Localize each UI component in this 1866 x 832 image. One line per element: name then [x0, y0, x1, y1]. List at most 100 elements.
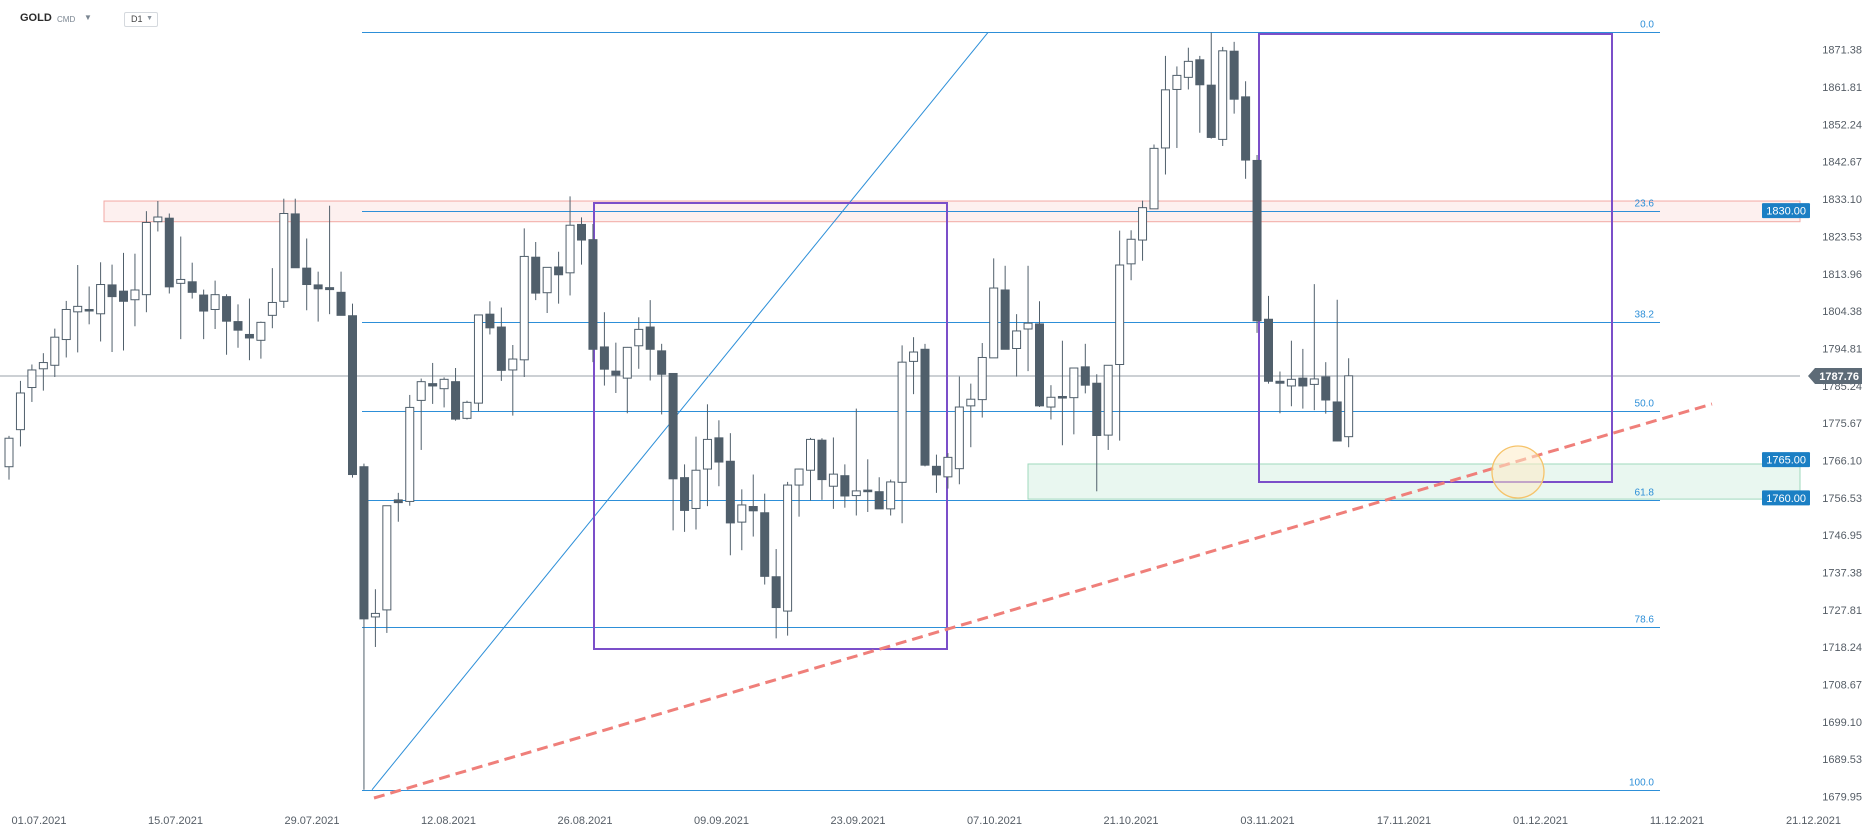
y-tick-label: 1766.10 [1822, 455, 1862, 467]
candle-body [119, 290, 128, 302]
instrument-type-dropdown-icon[interactable]: ▼ [84, 13, 92, 22]
candle-body [302, 267, 312, 286]
candle-body [1138, 207, 1148, 241]
candle-body [473, 314, 483, 404]
candle-body [989, 287, 999, 359]
candle-body [920, 348, 930, 466]
candle-body [1012, 330, 1022, 350]
candle-body [1241, 96, 1251, 161]
price-tag-box [1762, 452, 1810, 468]
candle-body [1092, 382, 1102, 437]
candle-body [130, 289, 140, 301]
fib-level-label: 50.0 [1635, 399, 1655, 410]
candle-body [496, 326, 506, 371]
candle-body [416, 381, 426, 401]
candle-body [1183, 60, 1193, 78]
candle-body [256, 321, 266, 341]
candle-body [645, 326, 655, 350]
candle-body [519, 255, 529, 361]
resistance-price-tag: 1830.00 [1762, 203, 1810, 219]
candle-body [622, 346, 632, 379]
candle-body [73, 305, 83, 313]
candle-body [1080, 366, 1090, 386]
x-tick-label: 03.11.2021 [1240, 815, 1294, 827]
x-tick-label: 17.11.2021 [1377, 815, 1431, 827]
candle-body [783, 484, 793, 612]
candle-body [599, 346, 609, 370]
candle-body [1264, 318, 1273, 382]
candle-body [15, 392, 25, 431]
candle-body [668, 372, 678, 480]
y-tick-label: 1852.24 [1822, 119, 1862, 131]
candle-body [199, 294, 209, 312]
price-tag-label: 1830.00 [1766, 206, 1806, 218]
candle-body [760, 512, 770, 577]
candle-body [1218, 50, 1228, 140]
candle-body [1275, 380, 1285, 384]
y-tick-label: 1842.67 [1822, 157, 1862, 169]
candle-body [107, 284, 117, 298]
x-tick-label: 09.09.2021 [694, 815, 749, 827]
candle-body [1321, 376, 1331, 401]
consolidation-box [1258, 33, 1613, 483]
candle-body [565, 224, 575, 274]
fib-level-label: 78.6 [1635, 615, 1655, 626]
candle-body [1252, 159, 1262, 322]
y-tick-label: 1813.96 [1822, 269, 1862, 281]
candle-body [577, 223, 586, 241]
candle-body [531, 256, 541, 294]
x-tick-label: 12.08.2021 [421, 815, 476, 827]
y-tick-label: 1756.53 [1822, 493, 1862, 505]
candle-body [874, 491, 884, 510]
candle-body [931, 465, 941, 476]
candle-body [588, 239, 598, 350]
candle-body [405, 406, 415, 502]
candle-body [1286, 378, 1296, 387]
price-tag-box [1762, 203, 1810, 219]
candle-body [863, 489, 873, 493]
candle-body [634, 328, 644, 347]
candle-body [794, 468, 804, 486]
y-tick-label: 1718.24 [1822, 642, 1862, 654]
x-tick-label: 29.07.2021 [284, 815, 339, 827]
candle-body [153, 216, 163, 223]
candle-body [187, 281, 197, 293]
candle-body [290, 213, 300, 269]
x-tick-label: 01.07.2021 [11, 815, 66, 827]
candle-body [851, 490, 861, 497]
timeframe-dropdown-icon: ▼ [146, 15, 153, 22]
candle-body [233, 321, 243, 331]
candle-body [462, 401, 472, 419]
symbol-label: GOLD [20, 12, 52, 24]
timeframe-selector[interactable]: D1 ▼ [124, 12, 158, 27]
candle-body [817, 439, 827, 481]
candle-body [1035, 323, 1044, 407]
candle-body [714, 437, 724, 463]
price-tag-label: 1765.00 [1766, 455, 1806, 467]
candle-body [50, 336, 60, 366]
candle-body [725, 460, 735, 524]
trendline [373, 402, 1713, 800]
candle-body [96, 284, 106, 315]
candle-body [909, 351, 919, 362]
fib-level-label: 0.0 [1640, 20, 1654, 31]
candle-body [382, 505, 392, 611]
x-tick-label: 26.08.2021 [557, 815, 612, 827]
candle-body [370, 612, 380, 618]
candle-body [348, 315, 357, 476]
candle-body [359, 466, 369, 620]
candle-body [680, 477, 690, 511]
support-low-price-tag: 1760.00 [1762, 490, 1810, 506]
y-tick-label: 1679.95 [1822, 792, 1862, 804]
candle-body [485, 313, 495, 329]
candle-body [451, 381, 461, 420]
candle-body [1115, 264, 1125, 366]
candle-body [1000, 289, 1010, 350]
x-tick-label: 15.07.2021 [148, 815, 203, 827]
candle-body [61, 308, 71, 341]
fib-level-label: 23.6 [1635, 199, 1655, 210]
instrument-type-label[interactable]: CMD [57, 15, 76, 24]
x-tick-label: 21.12.2021 [1786, 815, 1841, 827]
fib-level-label: 38.2 [1635, 310, 1655, 321]
